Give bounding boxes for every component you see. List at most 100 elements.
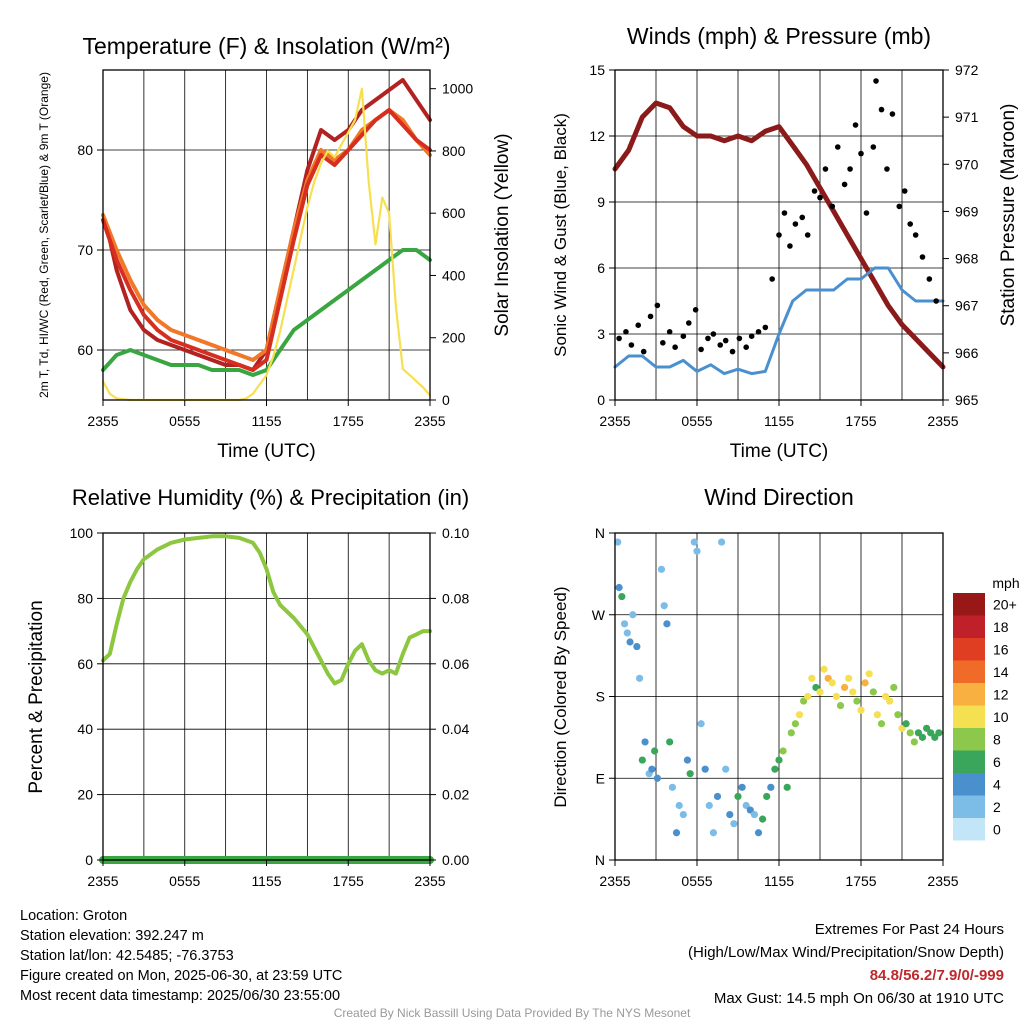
wind-y-tick-label: 15 — [589, 62, 605, 78]
wind-direction-point — [771, 765, 779, 773]
wind-direction-point — [865, 670, 873, 678]
rh-y2-tick-label: 0.08 — [442, 590, 469, 606]
dir-y-tick-label: E — [596, 770, 605, 786]
wind-direction-point — [653, 774, 661, 782]
wind-x-tick-label: 1155 — [764, 413, 794, 429]
legend-swatch — [953, 728, 985, 751]
rh-y2-tick-label: 0.10 — [442, 525, 469, 541]
wind-direction-point — [804, 692, 812, 701]
rh-title: Relative Humidity (%) & Precipitation (i… — [72, 485, 469, 510]
wind-direction-point — [783, 783, 791, 791]
rh-y2-tick-label: 0.06 — [442, 656, 469, 672]
legend-title: mph — [992, 575, 1019, 591]
wind-direction-point — [832, 692, 841, 701]
temp-y2-tick-label: 200 — [442, 330, 466, 346]
legend-label: 18 — [993, 619, 1009, 635]
dir-x-tick-label: 2355 — [927, 873, 958, 889]
gust-point — [672, 344, 678, 351]
dir-y-tick-label: N — [595, 525, 605, 541]
gust-point — [834, 144, 841, 150]
wind-direction-point — [666, 738, 674, 746]
wind-direction-point — [683, 756, 692, 764]
gust-point — [729, 348, 736, 355]
wind-direction-point — [633, 642, 641, 651]
gust-point — [907, 221, 913, 227]
wind-direction-point — [853, 697, 861, 705]
wind-direction-point — [816, 688, 824, 696]
wind-y2-tick-label: 968 — [955, 251, 979, 267]
dir-x-tick-label: 1155 — [764, 873, 794, 889]
gust-point — [717, 342, 724, 348]
temp-y2-tick-label: 1000 — [442, 81, 473, 97]
gust-point — [616, 335, 622, 342]
gust-point — [896, 203, 903, 210]
gust-point — [776, 232, 782, 238]
wind-direction-point — [734, 792, 742, 801]
wind-direction-point — [849, 688, 857, 696]
temp-title: Temperature (F) & Insolation (W/m²) — [82, 33, 450, 59]
wind-direction-point — [623, 629, 631, 637]
wind-direction-point — [779, 747, 787, 755]
legend-swatch — [953, 638, 985, 661]
dir-title: Wind Direction — [704, 484, 854, 510]
relative-humidity-line — [101, 534, 432, 686]
temp-y2-axis-label: Solar Insolation (Yellow) — [492, 133, 513, 336]
heat-index-line — [101, 108, 432, 372]
wind-direction-point — [775, 756, 783, 764]
wind-direction-point — [820, 665, 828, 673]
gust-point — [640, 348, 647, 355]
legend-label: 12 — [993, 686, 1009, 702]
gust-point — [781, 210, 788, 216]
wind-direction-point — [618, 592, 626, 601]
gust-point — [710, 331, 717, 337]
gust-point — [799, 214, 806, 221]
extremes-subtitle: (High/Low/Max Wind/Precipitation/Snow De… — [688, 944, 1004, 961]
wind-direction-point — [730, 820, 738, 828]
wind-direction-point — [614, 538, 622, 546]
gust-point — [852, 122, 859, 128]
wind-direction-point — [690, 538, 698, 546]
legend-label: 6 — [993, 754, 1001, 770]
wind-direction-point — [873, 711, 882, 719]
temp-x-tick-label: 1755 — [333, 413, 364, 429]
temp-y2-tick-label: 400 — [442, 267, 466, 283]
gust-point — [748, 333, 755, 340]
wind-direction-point — [709, 829, 718, 837]
wind-speed-line — [613, 266, 945, 376]
temp-x-tick-label: 1155 — [251, 413, 281, 429]
gust-point — [870, 144, 877, 150]
gust-point — [878, 106, 885, 113]
dir-y-axis-label: Direction (Colored By Speed) — [551, 586, 570, 807]
temperature-line — [101, 78, 432, 372]
rh-y2-tick-label: 0.02 — [442, 787, 469, 803]
wind-title: Winds (mph) & Pressure (mb) — [627, 23, 931, 49]
wind-x-tick-label: 2355 — [599, 413, 630, 429]
legend-label: 14 — [993, 664, 1009, 680]
rh-y-tick-label: 40 — [77, 721, 93, 737]
wind-direction-point — [648, 765, 656, 773]
wind-direction-point — [857, 706, 865, 714]
wind-direction-point — [675, 801, 683, 810]
gust-point — [722, 337, 729, 344]
wind-direction-point — [615, 583, 623, 592]
gust-point — [889, 111, 896, 117]
gust-point — [680, 333, 687, 340]
max-gust: Max Gust: 14.5 mph On 06/30 at 1910 UTC — [713, 990, 1004, 1007]
wind-direction-point — [638, 756, 646, 764]
dir-y-tick-label: N — [595, 852, 605, 868]
wind-direction-point — [693, 547, 701, 555]
legend-label: 20+ — [993, 596, 1017, 612]
legend-label: 0 — [993, 821, 1001, 837]
gust-point — [623, 329, 629, 335]
dir-x-tick-label: 2355 — [599, 873, 630, 889]
gust-point — [762, 324, 769, 331]
gust-point — [863, 210, 870, 216]
wind-y2-tick-label: 969 — [955, 203, 979, 219]
gust-point — [829, 203, 836, 210]
temp-y-tick-label: 60 — [77, 342, 93, 358]
legend-swatch — [953, 660, 985, 683]
recent-timestamp: Most recent data timestamp: 2025/06/30 2… — [20, 988, 341, 1004]
rh-x-tick-label: 0555 — [169, 873, 200, 889]
gust-point — [822, 166, 829, 172]
wind-direction-point — [660, 602, 668, 610]
